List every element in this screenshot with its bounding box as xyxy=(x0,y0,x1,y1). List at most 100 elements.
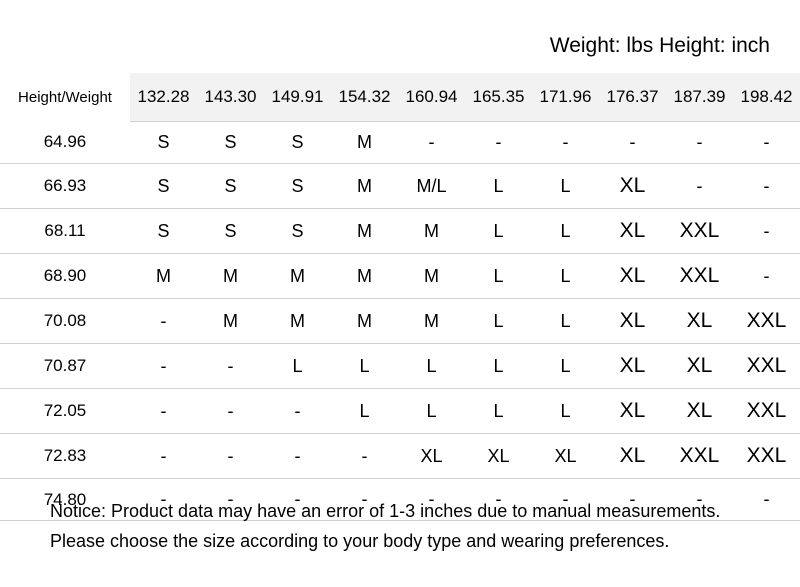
size-cell: - xyxy=(197,389,264,434)
size-cell: XL xyxy=(599,164,666,209)
size-cell: XL xyxy=(599,344,666,389)
size-cell: XL xyxy=(666,344,733,389)
size-cell: M/L xyxy=(398,164,465,209)
height-row-header: 68.90 xyxy=(0,254,130,299)
size-cell: XL xyxy=(666,389,733,434)
size-cell: XXL xyxy=(733,389,800,434)
size-cell: L xyxy=(264,344,331,389)
size-cell: L xyxy=(532,164,599,209)
size-cell: S xyxy=(264,164,331,209)
size-cell: M xyxy=(331,164,398,209)
size-cell: M xyxy=(197,299,264,344)
size-cell: XXL xyxy=(666,434,733,479)
size-cell: S xyxy=(264,122,331,164)
size-cell: L xyxy=(532,389,599,434)
size-cell: L xyxy=(532,209,599,254)
weight-column-header: 149.91 xyxy=(264,73,331,122)
weight-column-header: 187.39 xyxy=(666,73,733,122)
size-cell: M xyxy=(331,122,398,164)
height-row-header: 68.11 xyxy=(0,209,130,254)
height-row-header: 64.96 xyxy=(0,122,130,164)
size-cell: - xyxy=(264,389,331,434)
size-cell: - xyxy=(130,299,197,344)
size-cell: L xyxy=(465,209,532,254)
size-cell: - xyxy=(733,209,800,254)
size-cell: XXL xyxy=(733,344,800,389)
size-cell: M xyxy=(130,254,197,299)
size-cell: XL xyxy=(599,389,666,434)
notice-text: Notice: Product data may have an error o… xyxy=(50,496,750,557)
size-cell: M xyxy=(398,254,465,299)
notice-line-1: Notice: Product data may have an error o… xyxy=(50,496,750,527)
size-cell: L xyxy=(465,164,532,209)
size-cell: L xyxy=(331,344,398,389)
size-cell: L xyxy=(465,254,532,299)
size-cell: M xyxy=(398,209,465,254)
size-cell: L xyxy=(465,389,532,434)
table-corner-label: Height/Weight xyxy=(0,73,130,122)
size-cell: M xyxy=(331,299,398,344)
size-cell: - xyxy=(666,164,733,209)
weight-column-header: 154.32 xyxy=(331,73,398,122)
size-cell: L xyxy=(532,344,599,389)
size-cell: XL xyxy=(666,299,733,344)
size-cell: M xyxy=(331,209,398,254)
size-cell: XXL xyxy=(666,209,733,254)
size-cell: - xyxy=(264,434,331,479)
weight-column-header: 132.28 xyxy=(130,73,197,122)
units-label: Weight: lbs Height: inch xyxy=(550,34,770,58)
size-cell: S xyxy=(264,209,331,254)
size-cell: S xyxy=(197,164,264,209)
size-cell: - xyxy=(465,122,532,164)
weight-column-header: 176.37 xyxy=(599,73,666,122)
height-row-header: 70.08 xyxy=(0,299,130,344)
size-cell: XL xyxy=(599,254,666,299)
size-cell: M xyxy=(398,299,465,344)
size-cell: L xyxy=(532,299,599,344)
size-cell: - xyxy=(733,164,800,209)
size-cell: - xyxy=(733,122,800,164)
size-cell: XL xyxy=(599,434,666,479)
size-cell: XXL xyxy=(733,434,800,479)
weight-column-header: 171.96 xyxy=(532,73,599,122)
size-cell: M xyxy=(264,299,331,344)
size-cell: - xyxy=(398,122,465,164)
size-cell: - xyxy=(532,122,599,164)
size-cell: L xyxy=(398,344,465,389)
size-cell: XXL xyxy=(733,299,800,344)
size-cell: XL xyxy=(532,434,599,479)
size-cell: XL xyxy=(599,299,666,344)
size-cell: L xyxy=(465,344,532,389)
size-cell: L xyxy=(532,254,599,299)
size-cell: S xyxy=(130,164,197,209)
height-row-header: 72.05 xyxy=(0,389,130,434)
size-cell: L xyxy=(465,299,532,344)
size-cell: M xyxy=(331,254,398,299)
size-cell: - xyxy=(666,122,733,164)
weight-column-header: 198.42 xyxy=(733,73,800,122)
size-cell: - xyxy=(331,434,398,479)
size-cell: XL xyxy=(398,434,465,479)
size-cell: S xyxy=(197,209,264,254)
size-cell: L xyxy=(331,389,398,434)
size-cell: M xyxy=(264,254,331,299)
size-cell: S xyxy=(197,122,264,164)
size-chart-table: Height/Weight132.28143.30149.91154.32160… xyxy=(0,73,800,521)
weight-column-header: 143.30 xyxy=(197,73,264,122)
size-cell: XL xyxy=(599,209,666,254)
size-cell: S xyxy=(130,122,197,164)
size-cell: - xyxy=(599,122,666,164)
size-cell: S xyxy=(130,209,197,254)
notice-line-2: Please choose the size according to your… xyxy=(50,526,750,557)
size-cell: - xyxy=(197,344,264,389)
size-cell: - xyxy=(733,254,800,299)
size-cell: M xyxy=(197,254,264,299)
size-cell: XL xyxy=(465,434,532,479)
weight-column-header: 165.35 xyxy=(465,73,532,122)
height-row-header: 70.87 xyxy=(0,344,130,389)
size-cell: - xyxy=(130,434,197,479)
height-row-header: 66.93 xyxy=(0,164,130,209)
size-cell: - xyxy=(130,344,197,389)
weight-column-header: 160.94 xyxy=(398,73,465,122)
height-row-header: 72.83 xyxy=(0,434,130,479)
